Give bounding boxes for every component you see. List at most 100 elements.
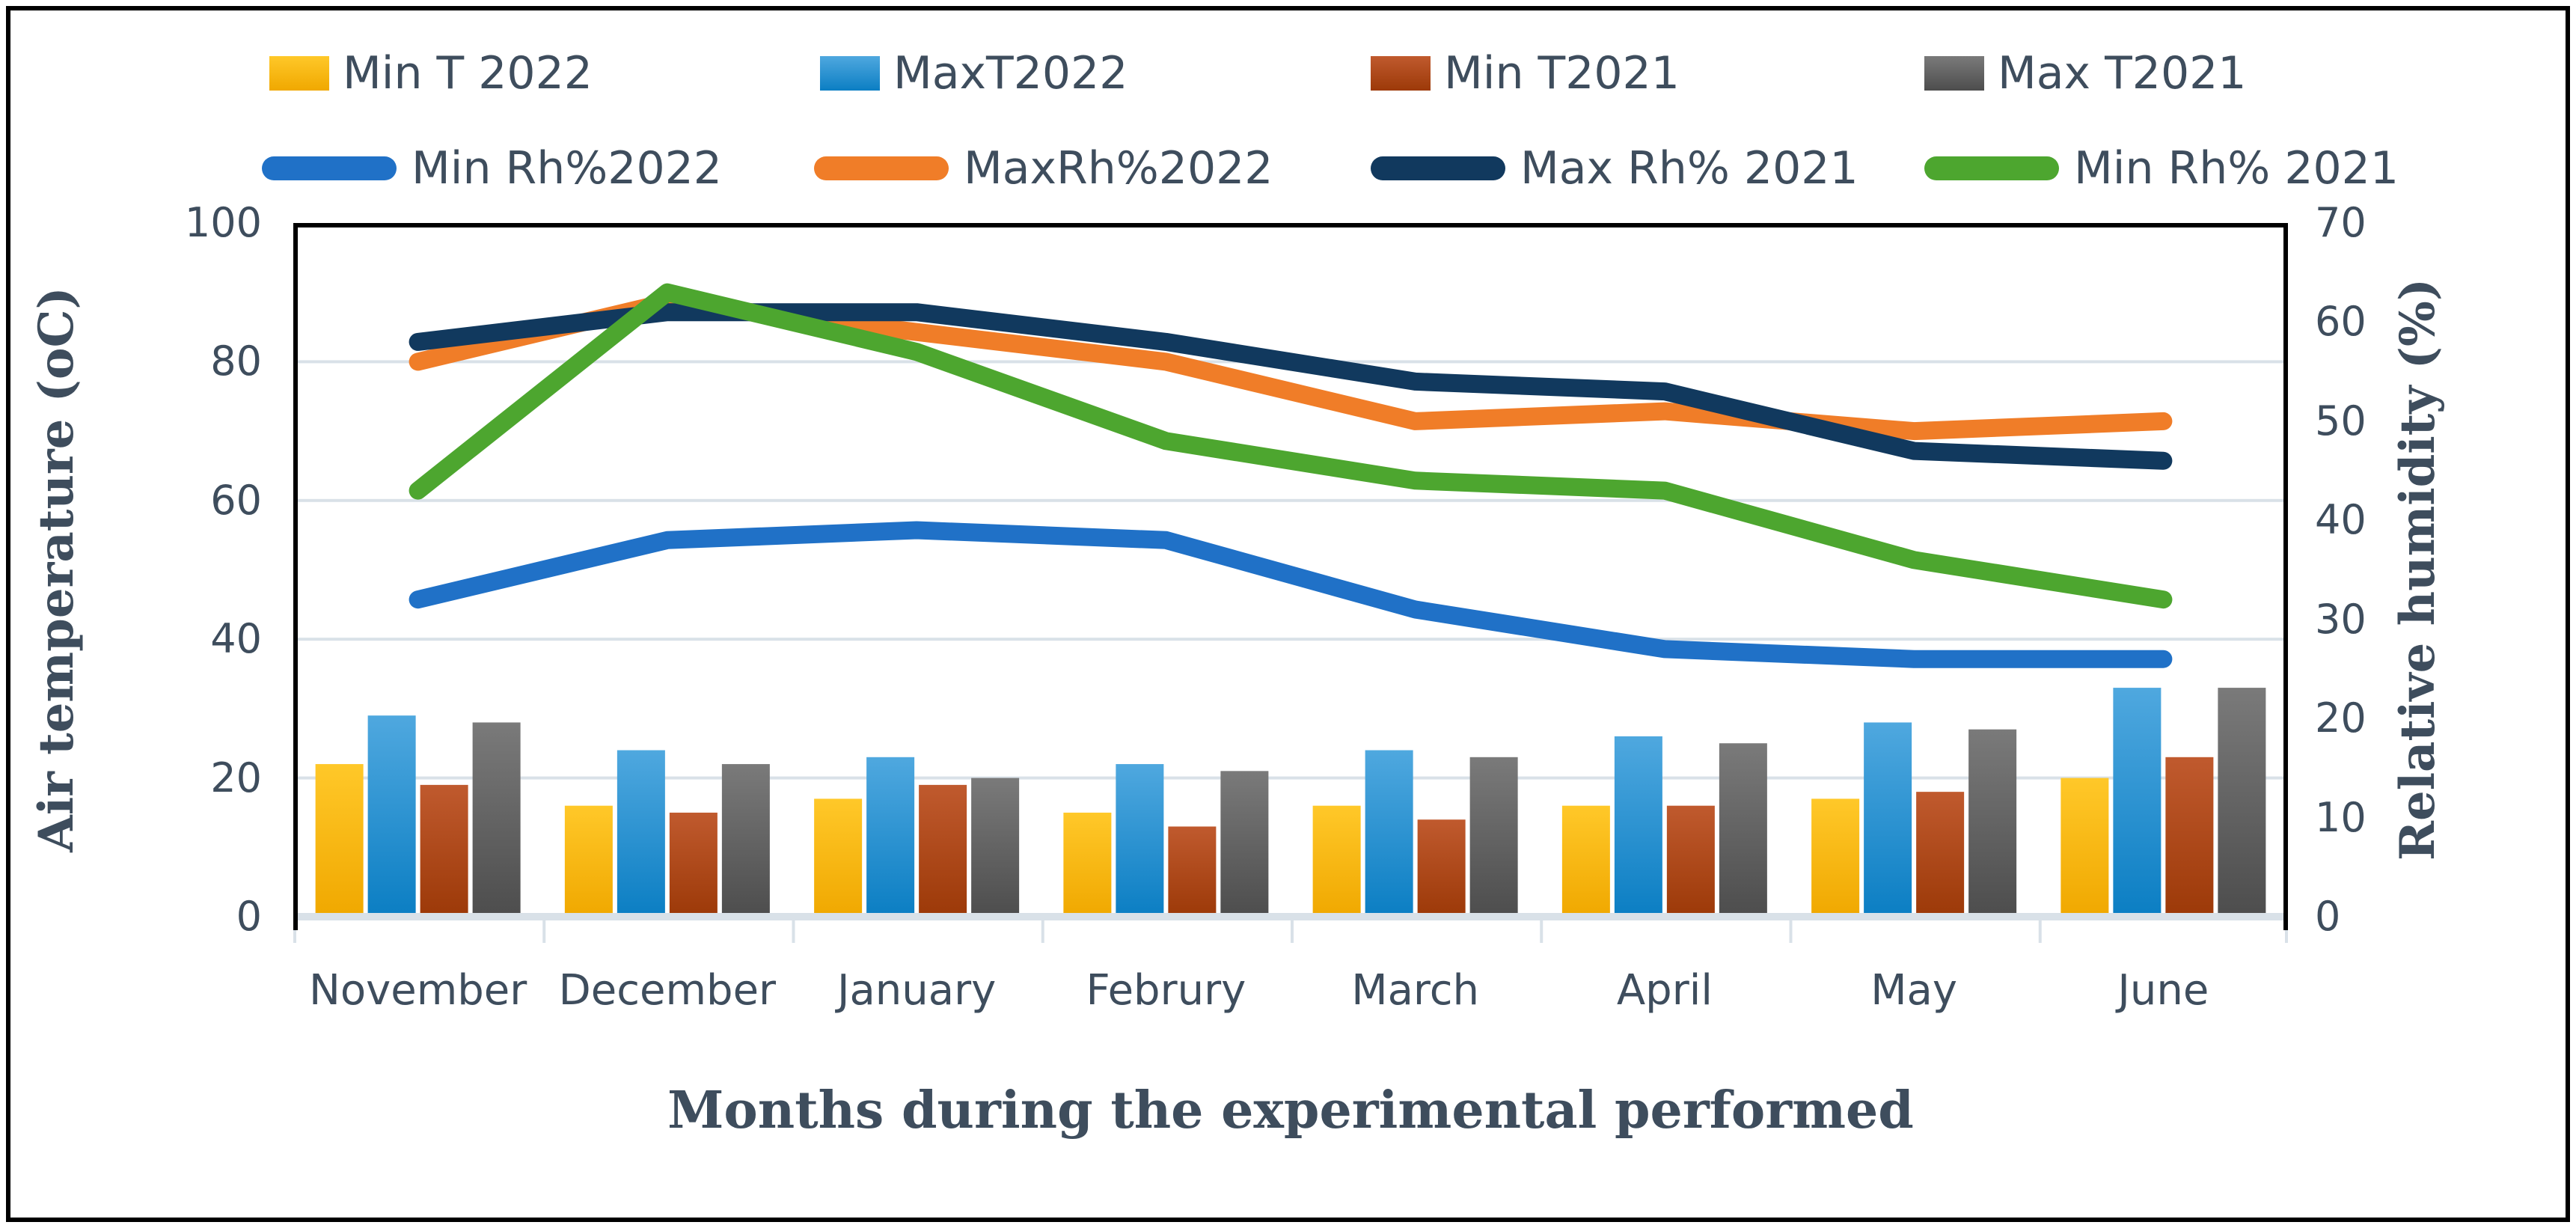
line-max-rh-2021 [409, 303, 2173, 470]
left-axis-tick-0: 0 [236, 893, 262, 940]
bar-maxt2022-march [1365, 750, 1413, 917]
bar-max-t2021-january [971, 778, 1020, 917]
x-axis-tick [1291, 920, 1294, 943]
legend-swatch-line [1371, 156, 1505, 180]
left-axis-tick-60: 60 [210, 476, 262, 524]
right-axis-tick-20: 20 [2315, 694, 2367, 742]
plot-border-top [293, 223, 2288, 227]
legend-item-max-t2021: Max T2021 [1924, 47, 2246, 100]
legend-swatch-line [1924, 156, 2059, 180]
bar-max-t2021-june [2218, 688, 2266, 917]
left-axis-tick-100: 100 [184, 199, 262, 246]
bar-min-t2021-march [1417, 819, 1466, 917]
legend-item-min-rh-2021: Min Rh% 2021 [1924, 142, 2399, 195]
bar-maxt2022-december [617, 750, 665, 917]
bar-min-t2021-december [669, 812, 718, 917]
right-axis-tick-10: 10 [2315, 793, 2367, 841]
bar-min-t2021-may [1916, 792, 1965, 917]
x-axis-line [293, 913, 2288, 920]
gridline-40 [293, 638, 2288, 641]
x-category-december: December [558, 966, 777, 1015]
legend-swatch-line [814, 156, 949, 180]
chart-figure: Min T 2022 MaxT2022 Min T2021 Max T2021 Min … [6, 6, 2570, 1222]
legend-item-min-rh-2022: Min Rh%2022 [262, 142, 722, 195]
legend-label: Min T 2022 [343, 47, 593, 100]
legend-label: Max Rh% 2021 [1520, 142, 1858, 195]
legend-swatch-bar [1371, 56, 1431, 91]
x-axis-tick [792, 920, 795, 943]
gridline-60 [293, 498, 2288, 502]
x-category-june: June [2117, 966, 2209, 1015]
x-axis-tick [1789, 920, 1793, 943]
bar-min-t-2022-june [2061, 778, 2109, 917]
right-axis-tick-70: 70 [2315, 199, 2367, 246]
x-axis-tick [1540, 920, 1544, 943]
x-axis-title: Months during the experimental performed [667, 1081, 1914, 1140]
legend-swatch-bar [1924, 56, 1984, 91]
bar-min-t-2022-may [1811, 798, 1860, 917]
legend-item-max-rh-2021: Max Rh% 2021 [1371, 142, 1858, 195]
legend-label: MaxRh%2022 [964, 142, 1273, 195]
bar-maxt2022-november [367, 715, 416, 917]
left-axis-title: Air temperature (oC) [28, 287, 85, 852]
bar-min-t-2022-februry [1063, 812, 1112, 917]
legend-label: Min T2021 [1444, 47, 1680, 100]
legend-swatch-bar [820, 56, 880, 91]
right-axis-tick-30: 30 [2315, 595, 2367, 643]
bar-max-t2021-december [721, 764, 770, 917]
left-axis-tick-20: 20 [210, 754, 262, 801]
line-min-rh-2021 [409, 283, 2173, 609]
bar-min-t-2022-april [1561, 805, 1610, 917]
x-axis-tick [293, 920, 296, 943]
line-min-rh-2022 [409, 521, 2173, 668]
bar-min-t-2022-march [1312, 805, 1361, 917]
gridline-20 [293, 776, 2288, 780]
legend-item-min-t-2022: Min T 2022 [269, 47, 593, 100]
bar-min-t-2022-january [814, 798, 863, 917]
bar-max-t2021-march [1469, 757, 1518, 917]
legend-item-min-t2021: Min T2021 [1371, 47, 1680, 100]
x-category-februry: Februry [1086, 966, 1246, 1015]
right-axis-tick-0: 0 [2315, 893, 2341, 940]
legend-swatch-bar [269, 56, 329, 91]
x-axis-tick [542, 920, 546, 943]
bar-maxt2022-january [866, 757, 915, 917]
plot-area [293, 223, 2288, 943]
bar-min-t2021-november [420, 784, 468, 917]
legend-label: Min Rh%2022 [412, 142, 722, 195]
bar-maxt2022-june [2113, 688, 2162, 917]
bar-min-t2021-june [2165, 757, 2214, 917]
x-axis-tick [2038, 920, 2042, 943]
left-axis-tick-80: 80 [210, 337, 262, 385]
legend-item-maxt2022: MaxT2022 [820, 47, 1128, 100]
bar-maxt2022-februry [1116, 764, 1164, 917]
x-category-march: March [1351, 966, 1479, 1015]
bar-min-t2021-january [919, 784, 967, 917]
x-category-january: January [836, 966, 997, 1015]
x-category-may: May [1870, 966, 1958, 1015]
bar-max-t2021-februry [1220, 771, 1269, 917]
plot-border-left [293, 223, 298, 930]
bar-max-t2021-april [1719, 743, 1767, 917]
bar-max-t2021-may [1968, 729, 2017, 917]
bar-min-t-2022-december [564, 805, 613, 917]
bar-min-t2021-april [1666, 805, 1715, 917]
legend-label: Min Rh% 2021 [2074, 142, 2399, 195]
plot-border-right [2283, 223, 2288, 930]
bar-maxt2022-may [1864, 722, 1912, 917]
bar-min-t-2022-november [315, 764, 364, 917]
bar-max-t2021-november [472, 722, 521, 917]
right-axis-tick-50: 50 [2315, 397, 2367, 445]
right-axis-tick-60: 60 [2315, 298, 2367, 346]
x-category-april: April [1616, 966, 1713, 1015]
legend-item-maxrh-2022: MaxRh%2022 [814, 142, 1273, 195]
bar-maxt2022-april [1614, 736, 1662, 917]
bar-min-t2021-februry [1168, 826, 1217, 917]
x-axis-tick [2285, 920, 2288, 943]
legend-label: MaxT2022 [893, 47, 1128, 100]
right-axis-tick-40: 40 [2315, 496, 2367, 544]
x-category-november: November [308, 966, 527, 1015]
legend-label: Max T2021 [1998, 47, 2247, 100]
legend-swatch-line [262, 156, 397, 180]
left-axis-tick-40: 40 [210, 615, 262, 663]
